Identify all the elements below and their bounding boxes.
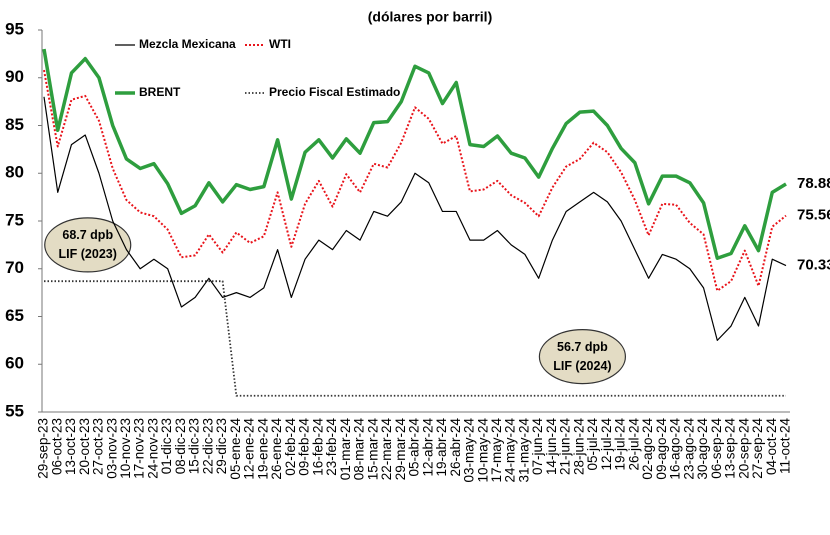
x-tick-label: 01-mar-24 bbox=[338, 418, 353, 481]
x-tick-label: 10-may-24 bbox=[475, 418, 490, 483]
series-line bbox=[44, 280, 786, 397]
series-line bbox=[43, 69, 787, 292]
y-tick-label: 80 bbox=[5, 163, 24, 182]
x-tick-label: 05-abr-24 bbox=[407, 418, 422, 477]
x-tick-label: 14-jun-24 bbox=[544, 418, 559, 476]
x-tick-label: 16-ago-24 bbox=[668, 418, 683, 480]
x-tick-label: 21-jun-24 bbox=[558, 418, 573, 476]
x-tick-label: 09-ago-24 bbox=[654, 418, 669, 480]
x-tick-label: 01-dic-23 bbox=[159, 418, 174, 474]
annotation-text: LIF (2023) bbox=[59, 247, 117, 261]
x-tick-label: 12-abr-24 bbox=[420, 418, 435, 477]
annotation-text: 56.7 dpb bbox=[557, 340, 608, 354]
x-tick-label: 13-sep-24 bbox=[723, 418, 738, 479]
x-tick-label: 09-feb-24 bbox=[297, 418, 312, 476]
y-tick-label: 95 bbox=[5, 19, 24, 38]
annotation-bubble bbox=[538, 329, 627, 385]
y-tick-label: 75 bbox=[5, 210, 24, 229]
x-tick-label: 22-mar-24 bbox=[379, 418, 394, 481]
x-tick-label: 12-ene-24 bbox=[242, 418, 257, 480]
x-tick-label: 26-ene-24 bbox=[269, 418, 284, 480]
y-tick-label: 90 bbox=[5, 67, 24, 86]
end-value-label: 75.56 bbox=[797, 207, 830, 224]
x-tick-label: 19-jul-24 bbox=[613, 418, 628, 471]
x-tick-label: 20-oct-23 bbox=[77, 418, 92, 475]
annotation-text: 68.7 dpb bbox=[62, 228, 113, 242]
x-tick-label: 05-ene-24 bbox=[228, 418, 243, 480]
series-line bbox=[42, 48, 787, 260]
legend-label: Precio Fiscal Estimado bbox=[269, 85, 400, 99]
x-tick-label: 04-oct-24 bbox=[764, 418, 779, 476]
x-tick-label: 15-dic-23 bbox=[187, 418, 202, 474]
x-tick-label: 06-sep-24 bbox=[709, 418, 724, 479]
x-tick-label: 17-nov-23 bbox=[132, 418, 147, 479]
x-tick-label: 16-feb-24 bbox=[310, 418, 325, 476]
x-tick-label: 17-may-24 bbox=[489, 418, 504, 483]
y-tick-label: 60 bbox=[5, 354, 24, 373]
x-tick-label: 20-sep-24 bbox=[736, 418, 751, 479]
x-tick-label: 03-nov-23 bbox=[104, 418, 119, 479]
x-tick-label: 23-ago-24 bbox=[681, 418, 696, 480]
series-line bbox=[43, 96, 787, 341]
y-tick-label: 70 bbox=[5, 258, 24, 277]
x-tick-label: 24-may-24 bbox=[503, 418, 518, 483]
annotation-text: LIF (2024) bbox=[553, 359, 611, 373]
end-value-label: 78.88 bbox=[797, 175, 830, 192]
annotation-bubble bbox=[44, 217, 132, 273]
x-tick-label: 08-dic-23 bbox=[173, 418, 188, 474]
x-tick-label: 24-nov-23 bbox=[145, 418, 160, 479]
y-tick-label: 85 bbox=[5, 115, 24, 134]
x-tick-label: 29-mar-24 bbox=[393, 418, 408, 481]
x-tick-label: 19-ene-24 bbox=[255, 418, 270, 480]
x-tick-label: 05-jul-24 bbox=[585, 418, 600, 471]
y-tick-label: 65 bbox=[5, 306, 24, 325]
legend-label: WTI bbox=[269, 37, 291, 51]
x-tick-label: 12-jul-24 bbox=[599, 418, 614, 471]
x-tick-label: 26-jul-24 bbox=[626, 418, 641, 471]
x-tick-label: 29-dic-23 bbox=[214, 418, 229, 474]
legend-label: BRENT bbox=[139, 85, 181, 99]
x-tick-label: 28-jun-24 bbox=[571, 418, 586, 476]
x-tick-label: 27-oct-23 bbox=[91, 418, 106, 475]
y-tick-label: 55 bbox=[5, 401, 24, 420]
end-value-label: 70.33 bbox=[797, 257, 830, 274]
x-tick-label: 07-jun-24 bbox=[530, 418, 545, 476]
x-tick-label: 30-ago-24 bbox=[695, 418, 710, 480]
x-tick-label: 03-may-24 bbox=[462, 418, 477, 483]
legend-label: Mezcla Mexicana bbox=[139, 37, 236, 51]
x-tick-label: 10-nov-23 bbox=[118, 418, 133, 479]
x-tick-label: 27-sep-24 bbox=[750, 418, 765, 479]
chart-title: (dólares por barril) bbox=[368, 9, 492, 25]
x-tick-label: 26-abr-24 bbox=[448, 418, 463, 477]
x-tick-label: 06-oct-23 bbox=[49, 418, 64, 475]
x-tick-label: 02-feb-24 bbox=[283, 418, 298, 476]
x-tick-label: 22-dic-23 bbox=[200, 418, 215, 474]
x-tick-label: 19-abr-24 bbox=[434, 418, 449, 477]
x-tick-label: 29-sep-23 bbox=[36, 418, 51, 479]
x-tick-label: 02-ago-24 bbox=[640, 418, 655, 480]
x-tick-label: 08-mar-24 bbox=[352, 418, 367, 481]
x-tick-label: 15-mar-24 bbox=[365, 418, 380, 481]
x-tick-label: 31-may-24 bbox=[516, 418, 531, 483]
x-tick-label: 11-oct-24 bbox=[778, 418, 793, 475]
x-tick-label: 23-feb-24 bbox=[324, 418, 339, 476]
x-tick-label: 13-oct-23 bbox=[63, 418, 78, 475]
